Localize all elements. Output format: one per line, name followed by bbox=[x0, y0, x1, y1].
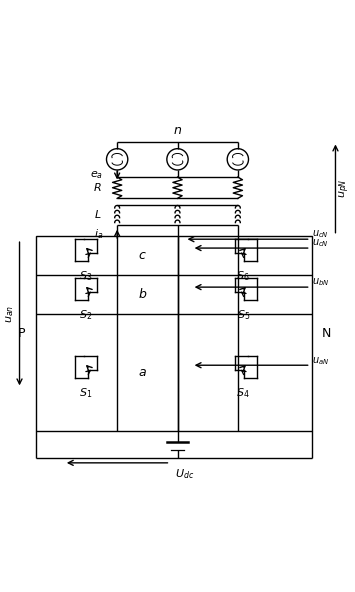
Text: n: n bbox=[174, 124, 181, 137]
Text: $S_5$: $S_5$ bbox=[236, 308, 250, 322]
Text: c: c bbox=[138, 249, 146, 262]
Text: $i_a$: $i_a$ bbox=[94, 227, 103, 241]
Text: $e_a$: $e_a$ bbox=[90, 169, 103, 181]
Text: $u_{bN}$: $u_{bN}$ bbox=[312, 276, 330, 288]
Text: $u_{an}$: $u_{an}$ bbox=[4, 305, 16, 323]
Text: $S_1$: $S_1$ bbox=[78, 387, 92, 400]
Text: P: P bbox=[17, 327, 25, 340]
Text: L: L bbox=[95, 210, 101, 220]
Text: $u_{pN}$: $u_{pN}$ bbox=[337, 179, 351, 198]
Text: b: b bbox=[138, 288, 146, 301]
Bar bbox=[36, 236, 312, 431]
Text: $S_6$: $S_6$ bbox=[236, 269, 250, 283]
Text: N: N bbox=[322, 327, 331, 340]
Text: $U_{dc}$: $U_{dc}$ bbox=[175, 468, 194, 481]
Text: $S_4$: $S_4$ bbox=[236, 387, 250, 400]
Text: $u_{aN}$: $u_{aN}$ bbox=[312, 355, 330, 366]
Text: $S_2$: $S_2$ bbox=[78, 308, 92, 322]
Text: $u_{cN}$: $u_{cN}$ bbox=[312, 237, 329, 249]
Text: a: a bbox=[138, 366, 146, 379]
Text: $S_3$: $S_3$ bbox=[78, 269, 92, 283]
Text: $u_{cN}$: $u_{cN}$ bbox=[312, 229, 329, 240]
Text: R: R bbox=[93, 183, 101, 193]
